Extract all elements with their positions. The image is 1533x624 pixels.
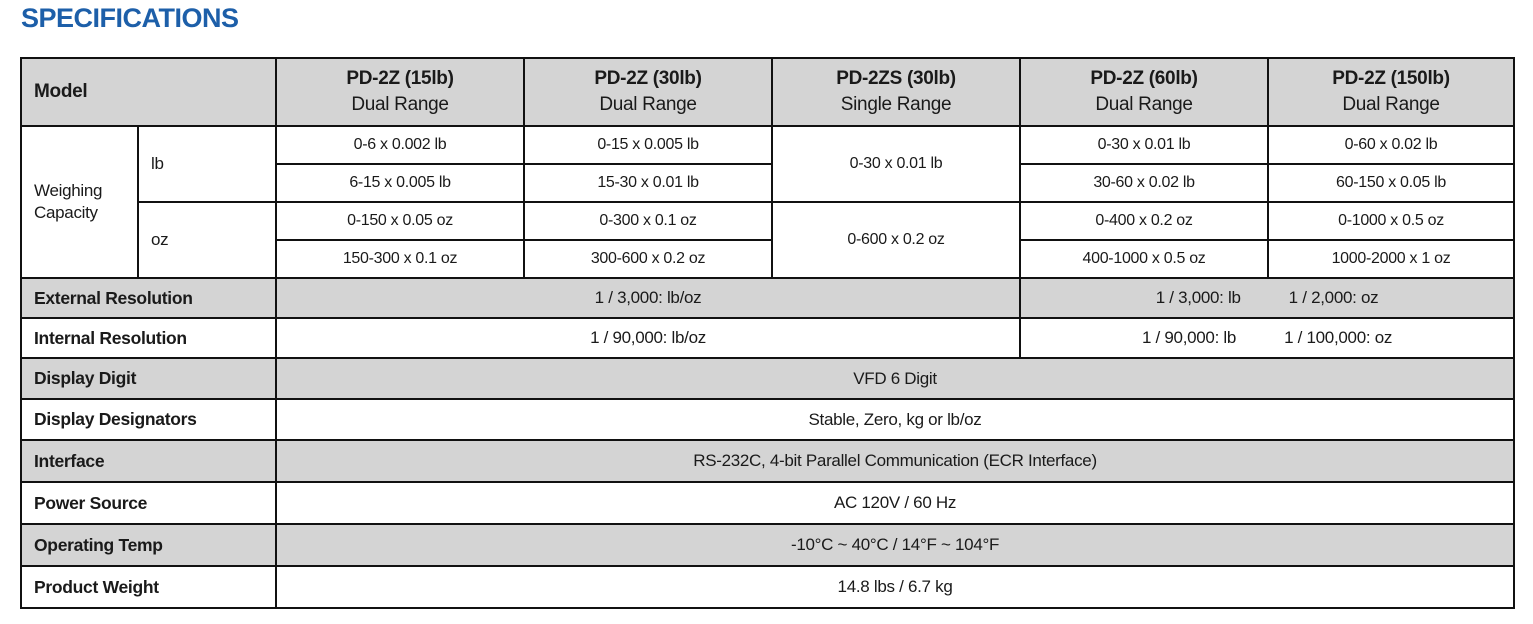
capacity-lb-row2: 6-15 x 0.005 lb 15-30 x 0.01 lb 30-60 x … <box>21 163 1516 203</box>
specifications-table: Model PD-2Z (15lb) Dual Range PD-2Z (30l… <box>19 57 1516 609</box>
spec-value: 14.8 lbs / 6.7 kg <box>275 565 1516 609</box>
spec-value: 1 / 90,000: lb/oz <box>275 317 1022 359</box>
capacity-cell: 300-600 x 0.2 oz <box>523 239 774 279</box>
capacity-cell: 0-1000 x 0.5 oz <box>1267 201 1516 241</box>
column-header-pd2zs-30lb: PD-2ZS (30lb) Single Range <box>771 57 1022 127</box>
capacity-cell: 0-150 x 0.05 oz <box>275 201 526 241</box>
spec-value: VFD 6 Digit <box>275 357 1516 400</box>
model-name: PD-2Z (60lb) <box>1090 68 1198 90</box>
spec-value-lb: 1 / 3,000: lb <box>1155 288 1241 307</box>
display-digit-row: Display Digit VFD 6 Digit <box>19 357 1516 400</box>
spec-value-oz: 1 / 2,000: oz <box>1288 288 1379 307</box>
model-range: Dual Range <box>1095 94 1193 115</box>
capacity-cell: 0-6 x 0.002 lb <box>275 125 526 165</box>
spec-value-split: 1 / 3,000: lb 1 / 2,000: oz <box>1019 277 1516 319</box>
capacity-cell: 0-60 x 0.02 lb <box>1267 125 1516 165</box>
column-header-pd2z-15lb: PD-2Z (15lb) Dual Range <box>275 57 526 127</box>
capacity-cell: 0-400 x 0.2 oz <box>1019 201 1270 241</box>
model-range: Dual Range <box>599 94 697 115</box>
model-range: Dual Range <box>351 94 449 115</box>
weighing-capacity-label: Weighing Capacity <box>20 125 139 279</box>
capacity-cell: 60-150 x 0.05 lb <box>1267 163 1516 203</box>
model-name: PD-2ZS (30lb) <box>836 68 956 90</box>
interface-row: Interface RS-232C, 4-bit Parallel Commun… <box>19 439 1516 483</box>
model-name: PD-2Z (15lb) <box>346 68 454 90</box>
capacity-oz-row1: oz 0-150 x 0.05 oz 0-300 x 0.1 oz 0-600 … <box>21 201 1516 279</box>
table-header-row: Model PD-2Z (15lb) Dual Range PD-2Z (30l… <box>19 57 1516 127</box>
capacity-cell: 0-30 x 0.01 lb <box>1019 125 1270 165</box>
capacity-cell: 15-30 x 0.01 lb <box>523 163 774 203</box>
capacity-cell: 150-300 x 0.1 oz <box>275 239 526 279</box>
model-name: PD-2Z (150lb) <box>1332 68 1450 90</box>
column-header-pd2z-30lb: PD-2Z (30lb) Dual Range <box>523 57 774 127</box>
operating-temp-row: Operating Temp -10°C ~ 40°C / 14°F ~ 104… <box>19 523 1516 567</box>
spec-value-split: 1 / 90,000: lb 1 / 100,000: oz <box>1019 317 1516 359</box>
spec-label: Display Designators <box>19 398 278 441</box>
spec-label: Operating Temp <box>19 523 278 567</box>
spec-value: RS-232C, 4-bit Parallel Communication (E… <box>275 439 1516 483</box>
power-source-row: Power Source AC 120V / 60 Hz <box>19 481 1516 525</box>
capacity-cell: 6-15 x 0.005 lb <box>275 163 526 203</box>
model-range: Dual Range <box>1342 94 1440 115</box>
spec-label: Display Digit <box>19 357 278 400</box>
capacity-cell-single-range-lb: 0-30 x 0.01 lb <box>771 125 1022 203</box>
display-designators-row: Display Designators Stable, Zero, kg or … <box>19 398 1516 441</box>
capacity-cell: 0-300 x 0.1 oz <box>523 201 774 241</box>
spec-label: Internal Resolution <box>19 317 278 359</box>
capacity-cell: 30-60 x 0.02 lb <box>1019 163 1270 203</box>
spec-value: Stable, Zero, kg or lb/oz <box>275 398 1516 441</box>
column-header-pd2z-150lb: PD-2Z (150lb) Dual Range <box>1267 57 1516 127</box>
model-header-cell: Model <box>19 57 278 127</box>
spec-label: External Resolution <box>19 277 278 319</box>
capacity-lb-row1: Weighing Capacity lb 0-6 x 0.002 lb 0-15… <box>20 125 1516 279</box>
model-name: PD-2Z (30lb) <box>594 68 702 90</box>
spec-value: 1 / 3,000: lb/oz <box>275 277 1022 319</box>
unit-lb-label: lb <box>136 125 278 203</box>
internal-resolution-row: Internal Resolution 1 / 90,000: lb/oz 1 … <box>19 317 1516 359</box>
external-resolution-row: External Resolution 1 / 3,000: lb/oz 1 /… <box>19 277 1516 319</box>
spec-label: Power Source <box>19 481 278 525</box>
unit-oz-label: oz <box>136 201 278 279</box>
spec-value: -10°C ~ 40°C / 14°F ~ 104°F <box>275 523 1516 567</box>
product-weight-row: Product Weight 14.8 lbs / 6.7 kg <box>19 565 1516 609</box>
capacity-cell: 400-1000 x 0.5 oz <box>1019 239 1270 279</box>
model-range: Single Range <box>840 94 952 115</box>
page-title: SPECIFICATIONS <box>21 3 239 33</box>
capacity-cell-single-range-oz: 0-600 x 0.2 oz <box>771 201 1022 279</box>
capacity-cell: 0-15 x 0.005 lb <box>523 125 774 165</box>
capacity-cell: 1000-2000 x 1 oz <box>1267 239 1516 279</box>
column-header-pd2z-60lb: PD-2Z (60lb) Dual Range <box>1019 57 1270 127</box>
spec-value-lb: 1 / 90,000: lb <box>1141 328 1237 347</box>
capacity-oz-row2: 150-300 x 0.1 oz 300-600 x 0.2 oz 400-10… <box>21 239 1516 279</box>
spec-label: Product Weight <box>19 565 278 609</box>
spec-value-oz: 1 / 100,000: oz <box>1284 328 1393 347</box>
spec-value: AC 120V / 60 Hz <box>275 481 1516 525</box>
spec-label: Interface <box>19 439 278 483</box>
